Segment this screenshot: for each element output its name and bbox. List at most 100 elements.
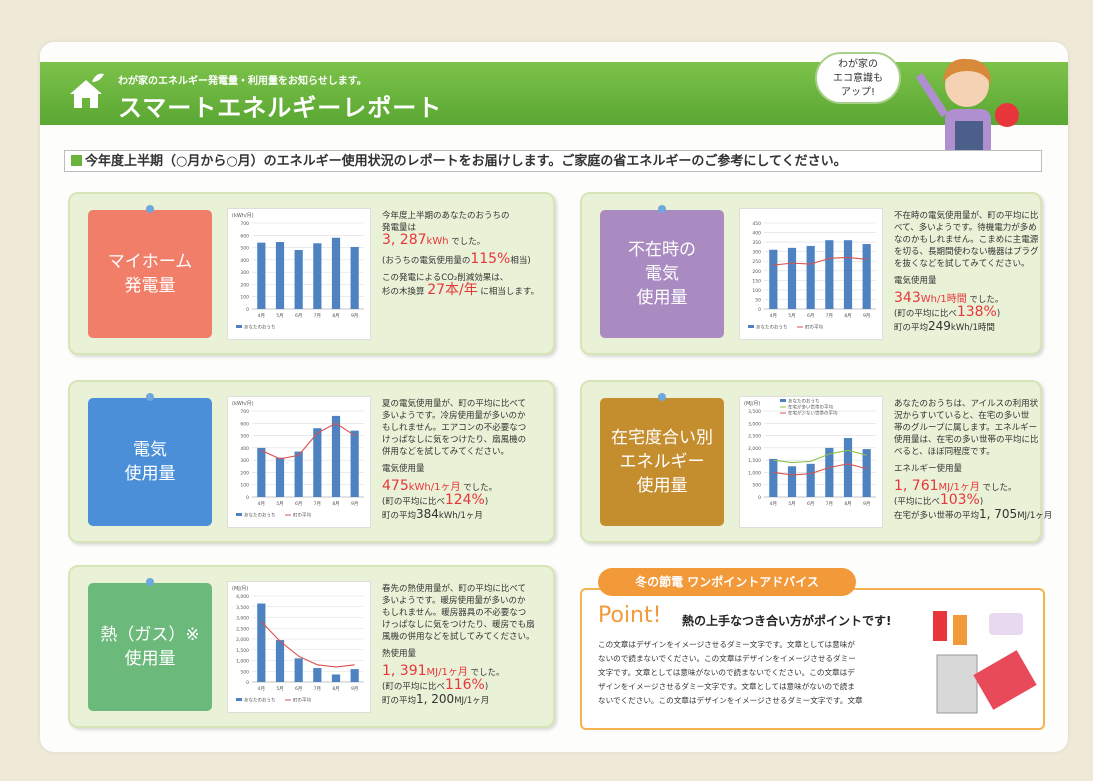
advice-headline: 熱の上手なつき合い方がポイントです! [682,614,892,628]
bar [862,244,871,309]
chart-box: (MJ/月) 0 500 1,000 1,500 2,000 2,500 3,000 3,500… [739,396,883,528]
text-segment: (町の平均に比べ [382,497,445,507]
y-tick-label: 1,000 [748,470,761,476]
panel: 在宅度合い別 エネルギー 使用量 (MJ/月) 0 500 1,000 1,500 2,000 2… [580,380,1052,543]
x-tick-label: 7月 [826,501,833,507]
bar [257,242,266,309]
paragraph: 春先の熱使用量が、町の平均に比べて 多いようです。暖房使用量が多いのか もしれません… [382,583,550,643]
y-tick-label: 4,000 [236,594,249,600]
text-segment: Wh/1時間 [920,294,967,305]
text-segment: ) [996,309,1001,319]
x-tick-label: 7月 [314,686,321,692]
x-tick-label: 5月 [276,686,283,692]
text-segment: もしれません。暖房器具の不必要なつ [382,608,527,618]
bar [294,658,303,682]
paragraph: あなたのおうちは、アイルスの利用状 況からすいていると、在宅の多い世 帯のグループに… [894,398,1062,458]
text-line: 不在時の電気使用量が、町の平均に比 [894,210,1062,222]
panel-text: 今年度上半期のあなたのおうちの 発電量は 3, 287kWh でした。 (おうちの電気… [382,210,550,303]
line [773,463,867,476]
text-segment: 多いようです。冷房使用量が多いのか [382,411,526,421]
legend-label: 町の平均 [805,324,823,331]
y-tick-label: 400 [240,258,249,264]
unit-label: (kWh/月) [232,401,254,407]
text-segment: MJ/1ヶ月 [938,482,980,493]
text-segment: でした。 [460,483,498,493]
unit-label: (MJ/月) [744,401,760,407]
bar [350,669,359,682]
label-line: マイホーム [107,252,193,272]
chart-box: 0 50 100 150 200 250 300 350 400 450 4月 5月 6月 7月 8月 9月あ… [739,208,883,340]
y-tick-label: 2,500 [748,434,761,440]
x-tick-label: 4月 [770,501,777,507]
y-tick-label: 100 [240,483,249,489]
text-line: 電気使用量 [894,275,1062,287]
text-line: 風機の併用などを試してみてください。 [382,631,550,643]
x-tick-label: 9月 [863,313,870,319]
bar [787,466,797,497]
chart-box: (MJ/月) 0 500 1,000 1,500 2,000 2,500 3,000 3,500… [227,581,371,713]
bar [294,451,303,497]
text-segment: に相当します。 [477,287,540,297]
text-segment: 1, 200 [416,692,455,706]
bar [257,603,266,682]
y-tick-label: 500 [240,669,249,675]
heater [936,654,978,714]
x-tick-label: 4月 [258,501,265,507]
bar [350,246,359,309]
x-tick-label: 7月 [314,313,321,319]
coin [995,103,1019,127]
chart-box: (kWh/月) 0 100 200 300 400 500 600 700 4月 5月 6月 7月 8月 9… [227,396,371,528]
text-line: あなたのおうちは、アイルスの利用状 [894,398,1062,410]
bar [331,415,341,497]
title: スマートエネルギーレポート [118,94,443,122]
x-tick-label: 9月 [863,501,870,507]
text-segment: けっぱなしに気をつけたり、扇風機の [382,435,527,445]
y-tick-label: 200 [240,470,249,476]
chart: (kWh/月) 0 100 200 300 400 500 600 700 4月 5月 6月 7月 8月 9… [232,213,364,331]
text-segment: 熱使用量 [382,649,417,659]
text-segment: でした。 [467,668,505,678]
y-tick-label: 0 [758,495,761,501]
text-segment: MJ/1ヶ月 [454,696,490,706]
speech-bubble: わが家の エコ意識も アップ! [815,52,901,104]
text-segment: を抜くなどを試してみてください。 [894,259,1030,269]
text-segment: 多いようです。暖房使用量が多いのか [382,596,526,606]
y-tick-label: 0 [246,307,249,313]
text-segment: 町の平均 [382,511,417,521]
text-line: 使用量は、在宅の多い世帯の平均に比 [894,434,1062,446]
x-tick-label: 7月 [826,313,833,319]
x-tick-label: 5月 [276,501,283,507]
text-segment: 夏の電気使用量が、町の平均に比べて [382,399,526,409]
label-line: 使用量 [636,476,688,496]
panel-text: 不在時の電気使用量が、町の平均に比 べて、多いようです。待機電力が多め なのかもしれ… [894,210,1062,339]
y-tick-label: 350 [752,240,761,246]
text-segment: ) [484,497,489,507]
text-segment: 138% [956,304,997,320]
paragraph: 電気使用量 [894,275,1062,287]
legend-swatch [748,325,754,328]
pin [146,393,154,401]
text-line: 況からすいていると、在宅の多い世 [894,410,1062,422]
text-line: 発電量は [382,222,550,234]
paragraph: エネルギー使用量 [894,463,1062,475]
text-segment: 発電量は [382,223,417,233]
text-segment: 相当) [510,256,531,266]
y-tick-label: 300 [240,458,249,464]
bar [769,249,778,309]
text-line: 町の平均1, 200MJ/1ヶ月 [382,693,550,707]
legend-label: あなたのおうち [244,697,276,704]
x-tick-label: 4月 [258,313,265,319]
text-segment: けっぱなしに気をつけたり、暖房でも扇 [382,620,535,630]
text-segment: 不在時の電気使用量が、町の平均に比 [894,211,1039,221]
text-segment: 103% [939,492,980,508]
text-segment: 1, 761 [894,478,939,494]
text-line: 電気使用量 [382,463,550,475]
label-line: 発電量 [124,276,176,296]
y-tick-label: 1,500 [748,458,761,464]
text-segment: 124% [444,492,485,508]
bubble-line: わが家の [838,59,878,70]
label-line: エネルギー [619,452,705,472]
line [773,449,867,464]
x-tick-label: 6月 [807,501,814,507]
panel: 熱（ガス）※ 使用量 (MJ/月) 0 500 1,000 1,500 2,000 2,500 3… [68,565,555,728]
